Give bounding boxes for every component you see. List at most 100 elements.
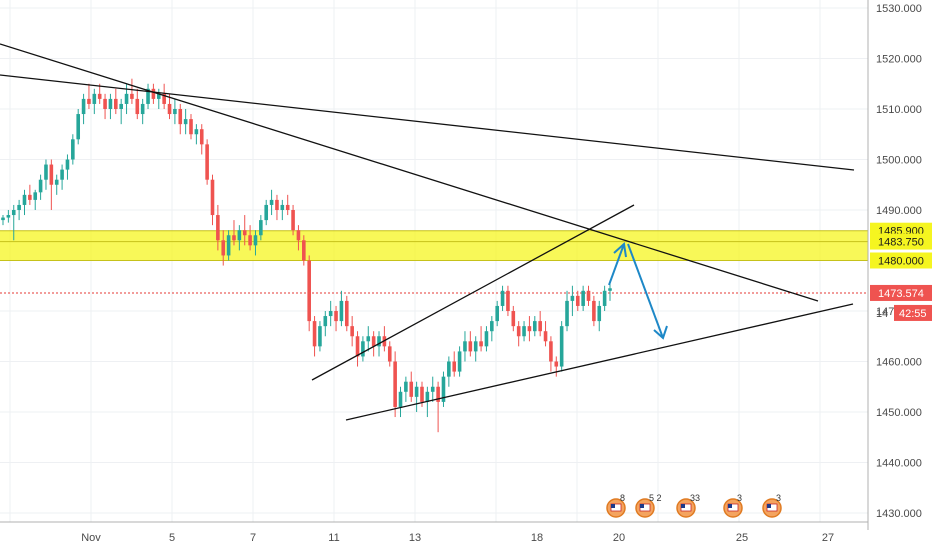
candle-body (312, 321, 317, 347)
candle-body (71, 139, 75, 160)
candle-body (259, 220, 263, 236)
candle-body (54, 179, 59, 185)
flag-canton (767, 504, 771, 508)
price-tag-label: 1483.750 (878, 237, 924, 249)
candle-body (60, 169, 64, 180)
candle-body (366, 336, 371, 342)
time-axis[interactable]: Nov 5 7 11 13 18 20 25 27 (81, 532, 834, 544)
trendlines[interactable] (0, 43, 855, 421)
price-tag (870, 233, 932, 250)
candle-body (156, 93, 161, 99)
candle-body (33, 192, 38, 200)
upper-channel-line[interactable] (311, 204, 635, 381)
candle-body (538, 321, 542, 332)
time-tick-label: 5 (169, 532, 175, 544)
projection-arrows (608, 242, 668, 340)
candle-body (1, 217, 5, 221)
candle-body (522, 326, 526, 337)
candle-body (597, 305, 602, 322)
candle-body (253, 235, 258, 246)
candle-body (436, 386, 440, 402)
event-flag-icon[interactable]: 3 (723, 493, 743, 518)
candle-body (318, 326, 322, 347)
price-tick-label-partial: 14 (876, 308, 888, 320)
event-flag-icon[interactable]: 8 (606, 493, 626, 518)
candle-body (468, 341, 473, 352)
candle-body (570, 295, 575, 301)
flag-canton (681, 504, 685, 508)
candle-body (559, 326, 564, 367)
candle-body (586, 290, 591, 301)
candle-body (532, 321, 537, 332)
event-count: 5 2 (649, 493, 662, 503)
candle-body (189, 119, 193, 135)
candle-body (92, 93, 97, 104)
candle-body (361, 341, 365, 357)
candle-body (108, 98, 113, 109)
projection-down-arrow (627, 243, 664, 339)
candle-body (76, 114, 81, 140)
event-flag-icon[interactable]: 5 2 (635, 493, 662, 518)
price-tick-label: 1510.000 (876, 104, 922, 116)
candle-body (226, 235, 231, 256)
candle-body (275, 199, 279, 210)
candle-body (527, 326, 532, 332)
projection-up-arrow (608, 243, 625, 286)
candle-body (447, 361, 451, 377)
descending-trendline-long[interactable] (0, 74, 855, 171)
event-flag-icon[interactable]: 3 (762, 493, 782, 518)
flag-canton (640, 504, 644, 508)
candle-body (124, 93, 129, 104)
candle-body (490, 321, 494, 332)
flag-canton (728, 504, 732, 508)
descending-trendline-steep[interactable] (0, 43, 819, 302)
candle-body (173, 109, 177, 115)
time-tick-label: 11 (328, 532, 339, 544)
time-tick-label: 18 (531, 532, 543, 544)
candle-body (285, 204, 290, 210)
price-tick-label: 1450.000 (876, 407, 922, 419)
candle-body (581, 290, 585, 306)
candle-body (398, 391, 403, 407)
candle-body (516, 326, 521, 337)
time-tick-label: 7 (250, 532, 256, 544)
candle-body (146, 88, 150, 104)
candle-body (404, 381, 408, 392)
candle-body (183, 119, 188, 125)
event-flag-icon[interactable]: 33 (676, 493, 700, 518)
candle-body (608, 288, 612, 291)
candle-body (11, 210, 16, 216)
candle-body (484, 331, 489, 347)
candle-body (237, 230, 242, 241)
candle-body (119, 103, 123, 109)
price-tick-label: 1460.000 (876, 357, 922, 369)
lower-support-line[interactable] (345, 303, 854, 421)
event-count: 3 (737, 493, 742, 503)
time-tick-label: 20 (613, 532, 625, 544)
time-tick-label: Nov (81, 532, 101, 544)
candle-body (205, 144, 209, 180)
price-tick-label: 1500.000 (876, 155, 922, 167)
candle-body (602, 290, 607, 306)
arrow-head-up (613, 242, 627, 258)
candle-body (355, 336, 360, 357)
candle-body (22, 194, 27, 205)
candle-body (441, 376, 446, 402)
candle-body (452, 361, 457, 372)
candle-body (269, 199, 274, 205)
candle-body (425, 391, 430, 402)
time-tick-label: 25 (736, 532, 748, 544)
candle-body (199, 129, 204, 145)
candle-body (17, 204, 21, 210)
candle-body (430, 386, 435, 392)
candle-body (264, 204, 269, 221)
candle-body (248, 235, 252, 246)
candle-body (565, 300, 569, 327)
candle-body (216, 215, 220, 241)
candle-body (554, 361, 559, 367)
zone-band (0, 230, 868, 261)
price-tick-label: 1440.000 (876, 458, 922, 470)
candle-body (65, 159, 70, 170)
